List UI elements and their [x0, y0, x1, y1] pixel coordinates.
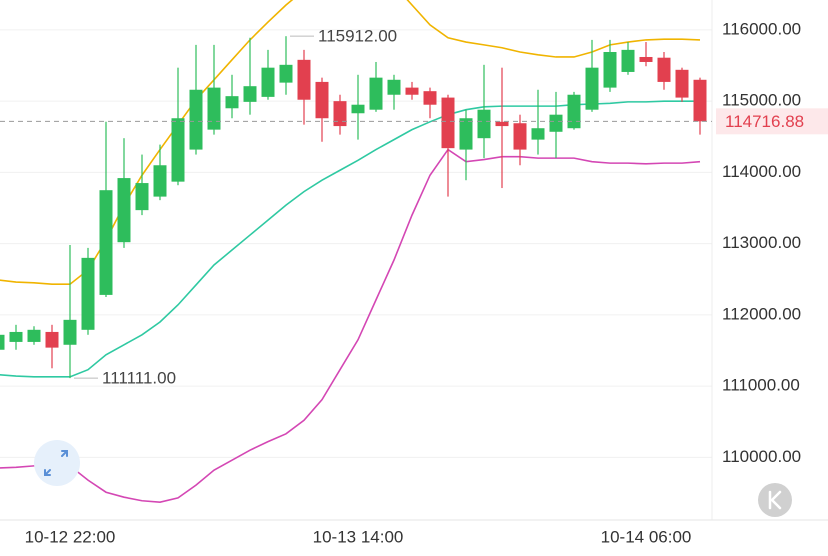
y-tick-label: 111000.00	[722, 376, 800, 395]
candle-body	[657, 57, 671, 82]
candle-body	[621, 49, 635, 72]
candle-body	[189, 89, 203, 150]
candle-body	[9, 331, 23, 342]
band-line	[0, 100, 700, 378]
y-tick-label: 115000.00	[722, 91, 801, 110]
candle-body	[99, 190, 113, 295]
candle-body	[477, 109, 491, 139]
candle-body	[243, 86, 257, 102]
candle-body	[135, 183, 149, 211]
candle-body	[459, 118, 473, 150]
candle-body	[513, 123, 527, 150]
candle-body	[675, 69, 689, 98]
candle-body	[351, 104, 365, 114]
candle-body	[585, 67, 599, 110]
candle-body	[369, 77, 383, 110]
y-tick-label: 110000.00	[722, 447, 801, 466]
candle-body	[603, 52, 617, 88]
candle-body	[495, 121, 509, 127]
candle-body	[27, 329, 41, 342]
band-line	[0, 0, 701, 286]
x-tick-label: 10-14 06:00	[601, 527, 692, 546]
scroll-to-latest-button[interactable]	[758, 483, 792, 517]
candle-body	[171, 118, 185, 182]
overlay-layer	[0, 0, 701, 503]
candle-body	[261, 67, 275, 97]
candle-body	[405, 87, 419, 95]
candle-body	[117, 178, 131, 243]
y-tick-label: 113000.00	[722, 233, 801, 252]
grid-layer	[0, 29, 712, 458]
candle-body	[315, 81, 329, 119]
candle-body	[81, 257, 95, 330]
candle-body	[693, 79, 707, 122]
candle-body	[441, 97, 455, 149]
y-tick-label: 112000.00	[722, 304, 801, 323]
candle-body	[225, 96, 239, 109]
y-tick-label: 116000.00	[722, 19, 801, 38]
last-price-label: 114716.88	[725, 112, 804, 131]
candle-body	[387, 79, 401, 95]
low-marker-label: 111111.00	[102, 369, 176, 388]
x-tick-label: 10-13 14:00	[313, 527, 404, 546]
expand-button[interactable]	[34, 440, 80, 486]
candle-body	[423, 91, 437, 105]
candle-body	[63, 319, 77, 345]
x-tick-label: 10-12 22:00	[25, 527, 116, 546]
candle-body	[549, 114, 563, 132]
label-layer: 116000.00 115000.00 114000.00 113000.00 1120…	[0, 19, 828, 546]
candle-body	[531, 128, 545, 140]
y-tick-label: 114000.00	[722, 162, 801, 181]
last-price-box	[716, 108, 828, 135]
candle-body	[567, 94, 581, 129]
candle-body	[207, 87, 221, 130]
candle-layer	[0, 36, 707, 379]
candle-body	[333, 101, 347, 127]
high-marker-label: 115912.00	[318, 27, 397, 46]
candle-body	[297, 59, 311, 100]
band-line	[0, 148, 701, 503]
candle-body	[279, 64, 293, 83]
candle-body	[639, 56, 653, 62]
candle-body	[0, 334, 5, 350]
candle-body	[153, 165, 167, 197]
candle-body	[45, 331, 59, 348]
